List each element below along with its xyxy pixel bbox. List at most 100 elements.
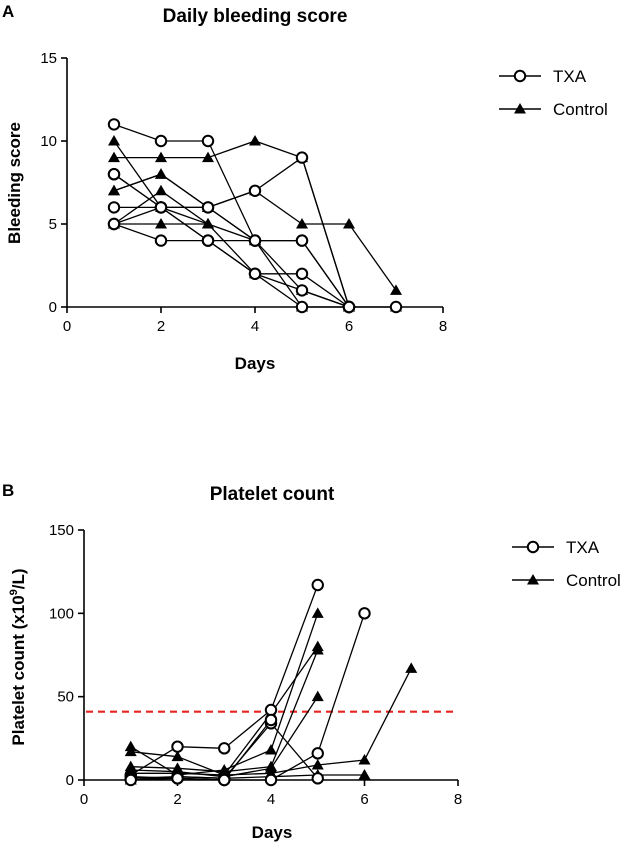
chart-0-series-7-control-marker xyxy=(155,151,167,163)
chart-0-series-12-control-marker xyxy=(155,218,167,229)
chart-1-y-tick-label: 100 xyxy=(49,605,74,622)
chart-0-y-tick-label: 5 xyxy=(49,216,57,233)
chart-1-series-7-control-marker xyxy=(311,690,324,702)
chart-1-y-tick-label: 50 xyxy=(57,689,74,706)
chart-1-x-tick-label: 2 xyxy=(173,791,181,808)
chart-0-series-5-txa-marker xyxy=(201,234,215,247)
chart-a-plot: 0 2 4 6 8 0 5 10 15 TXA Control xyxy=(40,50,608,335)
chart-1-series-5-control-marker xyxy=(124,745,137,757)
chart-1-series-2-txa-marker xyxy=(311,772,324,785)
chart-1-x-tick-label: 8 xyxy=(454,791,462,808)
chart-1-y-tick-label: 150 xyxy=(49,522,74,539)
chart-1-series-line-3 xyxy=(130,719,272,781)
chart-0-series-9-control-marker xyxy=(296,218,308,229)
chart-0-series-5-txa-marker xyxy=(342,300,356,314)
chart-a-x-axis-label: Days xyxy=(235,354,276,373)
chart-0-series-7-control-marker xyxy=(108,151,120,163)
chart-0-series-11-control-marker xyxy=(155,184,167,196)
chart-1-series-4-control-marker xyxy=(265,744,277,755)
chart-0-series-2-txa-marker xyxy=(201,201,215,214)
chart-1-series-1-txa-marker xyxy=(264,773,278,787)
chart-0-series-4-txa-marker xyxy=(295,300,309,314)
chart-0-x-tick-label: 8 xyxy=(439,318,447,335)
chart-a-title: Daily bleeding score xyxy=(163,6,348,27)
chart-1-legend: TXA Control xyxy=(512,538,621,590)
chart-1-x-tick-label: 4 xyxy=(267,791,275,808)
chart-0-series-4-txa-marker xyxy=(248,267,262,280)
chart-0-series-3-txa-marker xyxy=(295,267,309,280)
chart-1-series-0-txa-marker xyxy=(264,703,278,717)
chart-1-legend-label-control: Control xyxy=(566,571,621,590)
chart-0-series-1-txa-marker xyxy=(295,151,309,164)
chart-1-legend-0-txa-marker xyxy=(526,540,540,554)
chart-0-legend: TXA Control xyxy=(499,67,608,119)
chart-0-series-0-txa-marker xyxy=(107,118,121,131)
chart-1-series-4-control-marker xyxy=(311,607,324,618)
chart-1-legend-1-control-marker xyxy=(527,574,539,585)
chart-0-series-3-txa-marker xyxy=(154,234,168,247)
chart-b-x-axis-label: Days xyxy=(252,823,293,842)
chart-1-series-0-txa-marker xyxy=(218,742,231,755)
chart-1-series-8-control-marker xyxy=(405,662,418,673)
chart-1-x-tick-label: 6 xyxy=(360,791,368,808)
panel-a-letter: A xyxy=(2,2,14,21)
chart-0-series-2-txa-marker xyxy=(107,201,121,214)
chart-b-plot: 0 2 4 6 8 0 50 100 150 TXA Control xyxy=(49,522,621,808)
chart-0-y-tick-label: 15 xyxy=(40,50,57,67)
chart-1-series-3-txa-marker xyxy=(124,773,137,787)
chart-b-y-axis-label-end: /L) xyxy=(9,568,28,589)
chart-0-legend-label-control: Control xyxy=(553,100,608,119)
chart-1-series-1-txa-marker xyxy=(358,607,371,620)
chart-1-x-tick-label: 0 xyxy=(80,791,88,808)
chart-0-series-line-11 xyxy=(113,190,256,242)
chart-0-series-7-control-marker xyxy=(202,151,214,163)
chart-1-series-5-control-marker xyxy=(171,750,184,762)
chart-0-series-8-control-marker xyxy=(108,135,120,146)
chart-0-x-tick-label: 2 xyxy=(157,318,165,335)
chart-0-series-line-4 xyxy=(113,173,349,308)
chart-0-series-12-control-marker xyxy=(202,218,214,229)
chart-0-series-4-txa-marker xyxy=(107,168,121,181)
chart-0-series-10-control-marker xyxy=(155,168,167,179)
chart-0-series-0-txa-marker xyxy=(154,134,168,148)
chart-1-series-8-control-marker xyxy=(311,759,324,770)
chart-0-series-5-txa-marker xyxy=(154,201,168,214)
chart-1-series-3-txa-marker xyxy=(218,773,231,787)
chart-0-series-5-txa-marker xyxy=(295,284,309,297)
chart-1-series-8-control-marker xyxy=(358,754,371,765)
chart-0-series-9-control-marker xyxy=(390,284,402,295)
chart-0-series-5-txa-marker xyxy=(248,234,262,247)
chart-0-series-6-txa-marker xyxy=(389,300,403,314)
chart-0-legend-1-control-marker xyxy=(514,103,526,114)
chart-1-series-1-txa-marker xyxy=(311,747,324,760)
chart-1-series-6-control-marker xyxy=(311,644,324,655)
chart-0-y-tick-label: 10 xyxy=(40,133,57,150)
panel-b-letter: B xyxy=(2,481,14,500)
chart-0-series-7-control-marker xyxy=(249,135,261,146)
chart-a-y-axis-label: Bleeding score xyxy=(5,122,24,244)
chart-0-legend-0-txa-marker xyxy=(513,69,527,83)
chart-1-series-0-txa-marker xyxy=(311,578,324,592)
chart-0-series-2-txa-marker xyxy=(295,234,309,247)
chart-1-series-9-control-marker xyxy=(358,769,371,780)
chart-0-x-tick-label: 6 xyxy=(345,318,353,335)
chart-1-series-3-txa-marker xyxy=(264,713,278,727)
chart-0-x-tick-label: 0 xyxy=(63,318,71,335)
chart-0-series-9-control-marker xyxy=(343,218,355,229)
chart-0-series-line-0 xyxy=(113,123,350,308)
chart-0-series-5-txa-marker xyxy=(107,217,121,231)
chart-0-y-tick-label: 0 xyxy=(49,299,57,316)
chart-0-x-tick-label: 4 xyxy=(251,318,259,335)
chart-1-y-tick-label: 0 xyxy=(66,772,74,789)
chart-1-legend-label-txa: TXA xyxy=(566,538,600,557)
chart-0-series-10-control-marker xyxy=(108,184,120,196)
chart-1-series-line-9 xyxy=(130,774,365,781)
chart-1-series-3-txa-marker xyxy=(171,772,184,785)
chart-0-series-0-txa-marker xyxy=(201,134,215,148)
chart-b-y-axis-label-sup: 9 xyxy=(8,589,20,595)
chart-0-legend-label-txa: TXA xyxy=(553,67,587,86)
chart-0-series-1-txa-marker xyxy=(248,184,262,198)
chart-b-y-axis-label: Platelet count (x109/L) xyxy=(8,568,28,745)
chart-1-series-0-txa-marker xyxy=(171,740,184,753)
